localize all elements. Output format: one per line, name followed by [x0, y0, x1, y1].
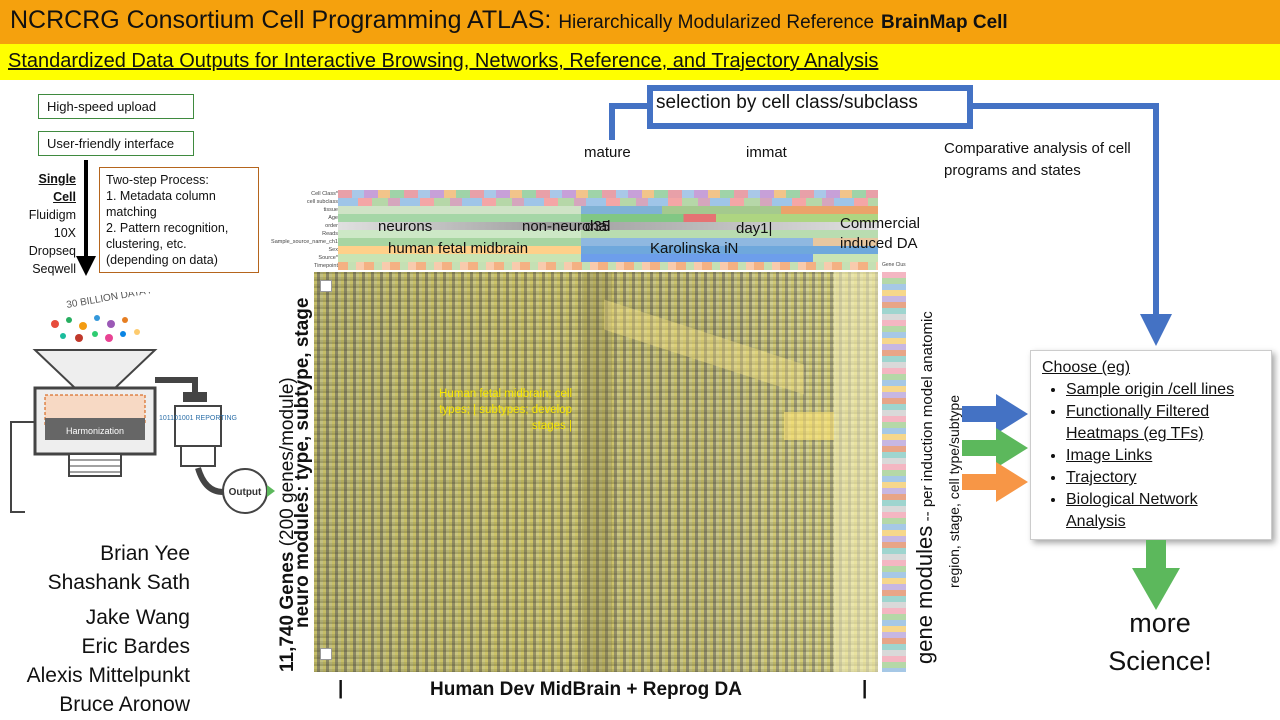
gene-clust-label: Gene Clus	[882, 262, 906, 268]
process-step-1: 1. Metadata column matching	[106, 189, 216, 219]
d35-label: d35	[585, 218, 611, 235]
metadata-row-labels: Cell Class* cell subclass tissue Age ord…	[260, 190, 338, 270]
row-label: Timepoint	[314, 263, 338, 269]
down-arrow-icon	[76, 160, 96, 276]
reporting-icon	[174, 405, 222, 447]
process-box: Two-step Process: 1. Metadata column mat…	[99, 167, 259, 273]
platform-item: Dropseq	[28, 244, 76, 258]
choose-item-image-links[interactable]: Image Links	[1066, 445, 1256, 467]
row-label: order	[325, 223, 338, 229]
more-science-label: more Science!	[1108, 608, 1212, 676]
day1-label: day1|	[736, 220, 773, 237]
green-down-arrow-icon	[1132, 540, 1180, 610]
green-arrow-icon	[962, 428, 1028, 468]
y-axis-modules: neuro modules: type, subtype, stage	[292, 288, 314, 628]
funnel-icon	[32, 349, 158, 389]
upload-box: High-speed upload	[38, 94, 194, 119]
output-arrows	[962, 394, 1028, 502]
people-list: Brian Yee Shashank Sath Jake Wang Eric B…	[0, 539, 190, 719]
comparative-label: Comparative analysis of cell programs an…	[944, 140, 1131, 179]
title-bold: BrainMap Cell	[881, 12, 1008, 33]
person-name: Alexis Mittelpunkt	[26, 664, 190, 687]
row-label: Sample_source_name_ch1	[271, 239, 338, 245]
output-label: Output	[229, 487, 262, 498]
checkbox-icon	[320, 280, 332, 292]
row-label: Reads	[322, 231, 338, 237]
single-cell-label: Single Cell	[38, 172, 76, 204]
x-axis-label: Human Dev MidBrain + Reprog DA	[430, 679, 742, 700]
choose-item-filtered-heatmaps[interactable]: Functionally Filtered Heatmaps (eg TFs)	[1066, 401, 1256, 445]
choose-item-trajectory[interactable]: Trajectory	[1066, 467, 1256, 489]
heatmap-overlay-label: Human fetal midbrain; cell types; | subt…	[439, 388, 572, 432]
person-name: Shashank Sath	[47, 571, 190, 594]
row-label: Source*	[318, 255, 338, 261]
human-fetal-label: human fetal midbrain	[388, 240, 529, 257]
harmonization-illustration: 30 BILLION DATA POINTS Harmonization 101…	[10, 292, 275, 514]
x-axis-left-bar: |	[338, 678, 344, 699]
neurons-label: neurons	[378, 218, 433, 235]
process-title: Two-step Process:	[106, 173, 209, 187]
orange-arrow-icon	[962, 462, 1028, 502]
row-label: Cell Class*	[311, 191, 338, 197]
person-name: Eric Bardes	[81, 635, 190, 658]
x-axis-right-bar: |	[862, 678, 868, 699]
blue-arrow-icon	[962, 394, 1028, 434]
title-main: NCRCRG Consortium Cell Programming ATLAS…	[10, 6, 552, 34]
data-dots-icon	[51, 315, 140, 342]
choose-panel: Choose (eg) Sample origin /cell lines Fu…	[1030, 350, 1272, 540]
gene-heatmap[interactable]	[314, 272, 878, 672]
selection-arrow-icon	[609, 85, 1172, 346]
row-label: Age	[328, 215, 338, 221]
neuro-modules-label: neuro modules: type, subtype, stage	[292, 297, 313, 628]
platform-item: Seqwell	[32, 262, 76, 276]
process-step-2: 2. Pattern recognition, clustering, etc.…	[106, 221, 229, 267]
choose-title: Choose (eg)	[1042, 359, 1131, 376]
platform-item: 10X	[53, 226, 76, 240]
funnel-top-text: 30 BILLION DATA POINTS	[66, 292, 186, 311]
commercial-label: Commercial induced DA	[840, 215, 921, 252]
platform-item: Fluidigm	[28, 208, 76, 222]
row-label: Sex	[328, 247, 338, 253]
gene-modules-label: gene modules -- per induction model anat…	[912, 284, 938, 664]
interface-box: User-friendly interface	[38, 131, 194, 156]
person-name: Bruce Aronow	[59, 693, 190, 716]
selection-label: selection by cell class/subclass	[656, 92, 918, 113]
non-neuronal-label: non-neuronal	[522, 218, 611, 235]
karolinska-label: Karolinska iN	[650, 240, 739, 257]
person-name: Brian Yee	[100, 542, 190, 565]
mature-label: mature	[584, 144, 631, 161]
metadata-tracks	[338, 190, 878, 270]
title-rest: Hierarchically Modularized Reference	[558, 12, 875, 33]
page-title: NCRCRG Consortium Cell Programming ATLAS…	[10, 6, 1008, 35]
reporting-label: 101101001 REPORTING	[159, 415, 237, 422]
single-cell-list: Single Cell Fluidigm 10X Dropseq Seqwell	[14, 170, 76, 278]
subtitle-bar	[0, 44, 1280, 80]
gene-modules-rest: -- per induction model anatomic	[919, 311, 936, 522]
choose-item-network-analysis[interactable]: Biological Network Analysis	[1066, 489, 1256, 533]
person-name: Jake Wang	[85, 606, 190, 629]
title-bar	[0, 0, 1280, 44]
page-subtitle[interactable]: Standardized Data Outputs for Interactiv…	[8, 50, 879, 72]
immat-label: immat	[746, 144, 787, 161]
harmonization-label: Harmonization	[66, 426, 124, 436]
gene-module-colorbar	[882, 272, 906, 672]
row-label: cell subclass	[306, 199, 338, 205]
checkbox-icon	[320, 648, 332, 660]
choose-item-sample-origin[interactable]: Sample origin /cell lines	[1066, 379, 1256, 401]
gene-modules-title: gene modules	[912, 525, 937, 664]
gene-modules-line2: region, stage, cell type/subtype	[946, 394, 962, 588]
row-label: tissue	[323, 207, 338, 213]
